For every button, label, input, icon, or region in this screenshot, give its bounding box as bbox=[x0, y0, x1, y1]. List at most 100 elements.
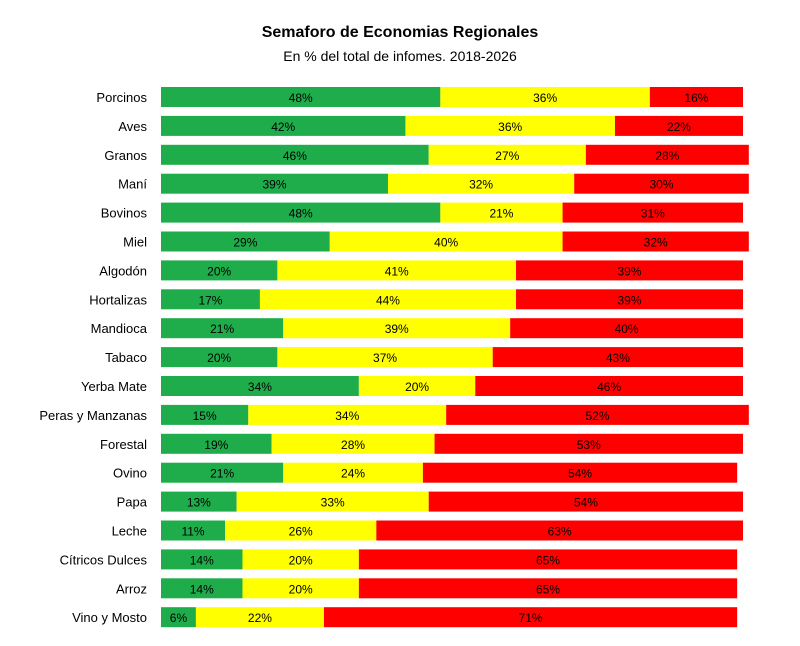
bar-segment bbox=[161, 433, 272, 454]
data-label: 19% bbox=[204, 438, 228, 452]
bar-segment bbox=[329, 231, 563, 252]
data-label: 40% bbox=[615, 322, 639, 336]
bar-segment bbox=[516, 260, 743, 281]
data-label: 28% bbox=[341, 438, 365, 452]
category-label: Vino y Mosto bbox=[72, 610, 147, 625]
data-label: 20% bbox=[207, 264, 231, 278]
bar-segment bbox=[161, 491, 237, 512]
category-label: Bovinos bbox=[101, 206, 148, 221]
data-label: 24% bbox=[341, 467, 365, 481]
data-label: 29% bbox=[233, 236, 257, 250]
data-label: 71% bbox=[519, 611, 543, 625]
bar-segment bbox=[161, 115, 406, 136]
bar-segment bbox=[283, 318, 511, 339]
data-label: 22% bbox=[667, 120, 691, 134]
bar-segment bbox=[161, 404, 249, 425]
bar-segment bbox=[440, 87, 650, 107]
bar-segment bbox=[242, 549, 359, 570]
data-label: 65% bbox=[536, 553, 560, 567]
bar-segment bbox=[161, 520, 226, 541]
data-label: 39% bbox=[262, 178, 286, 192]
category-label: Mandioca bbox=[91, 321, 148, 336]
bar-segment bbox=[161, 87, 441, 107]
category-label: Yerba Mate bbox=[81, 379, 147, 394]
data-label: 48% bbox=[289, 207, 313, 221]
data-label: 15% bbox=[193, 409, 217, 423]
data-label: 14% bbox=[190, 553, 214, 567]
data-label: 13% bbox=[187, 496, 211, 510]
data-label: 53% bbox=[577, 438, 601, 452]
bar-segment bbox=[387, 173, 575, 194]
bar-segment bbox=[376, 520, 743, 541]
data-label: 21% bbox=[210, 467, 234, 481]
bar-segment bbox=[277, 347, 493, 368]
data-label: 39% bbox=[617, 293, 641, 307]
data-label: 34% bbox=[335, 409, 359, 423]
bar-segment bbox=[161, 549, 243, 570]
category-label: Peras y Manzanas bbox=[39, 408, 147, 423]
data-label: 37% bbox=[373, 351, 397, 365]
bar-segment bbox=[248, 404, 447, 425]
bar-segment bbox=[358, 578, 738, 599]
category-label: Tabaco bbox=[105, 350, 147, 365]
category-label: Forestal bbox=[100, 437, 147, 452]
data-label: 65% bbox=[536, 582, 560, 596]
bar-segment bbox=[574, 173, 749, 194]
chart-subtitle: En % del total de infomes. 2018-2026 bbox=[283, 48, 517, 64]
data-label: 20% bbox=[405, 380, 429, 394]
bar-segment bbox=[516, 289, 743, 310]
category-label: Miel bbox=[123, 235, 147, 250]
bar-segment bbox=[161, 173, 388, 194]
category-label: Hortalizas bbox=[89, 292, 147, 307]
chart-title: Semaforo de Economias Regionales bbox=[261, 24, 539, 41]
bar-segment bbox=[161, 462, 284, 483]
bar-segment bbox=[492, 347, 743, 368]
data-label: 39% bbox=[385, 322, 409, 336]
bar-segment bbox=[358, 376, 476, 396]
data-label: 27% bbox=[495, 149, 519, 163]
data-label: 54% bbox=[568, 467, 592, 481]
bar-segment bbox=[649, 87, 743, 107]
bar-segment bbox=[161, 260, 278, 281]
data-label: 41% bbox=[385, 264, 409, 278]
data-label: 34% bbox=[248, 380, 272, 394]
bar-segment bbox=[161, 347, 278, 368]
bar-segment bbox=[161, 202, 441, 223]
data-label: 21% bbox=[210, 322, 234, 336]
bar-segment bbox=[428, 491, 743, 512]
data-label: 40% bbox=[434, 236, 458, 250]
data-label: 21% bbox=[489, 207, 513, 221]
bar-segment bbox=[161, 607, 196, 628]
category-label: Maní bbox=[118, 177, 147, 192]
bar-segment bbox=[271, 433, 435, 454]
data-label: 17% bbox=[198, 293, 222, 307]
category-label: Aves bbox=[118, 119, 147, 134]
data-label: 6% bbox=[170, 611, 188, 625]
category-label: Cítricos Dulces bbox=[60, 552, 148, 567]
data-label: 32% bbox=[644, 236, 668, 250]
category-label: Papa bbox=[117, 495, 148, 510]
data-label: 31% bbox=[641, 207, 665, 221]
bar-segment bbox=[225, 520, 377, 541]
bar-segment bbox=[195, 607, 324, 628]
data-label: 14% bbox=[190, 582, 214, 596]
data-label: 43% bbox=[606, 351, 630, 365]
data-label: 28% bbox=[655, 149, 679, 163]
bar-segment bbox=[475, 376, 743, 396]
bar-segment bbox=[161, 144, 429, 165]
bar-segment bbox=[161, 289, 260, 310]
data-label: 32% bbox=[469, 178, 493, 192]
data-label: 39% bbox=[617, 264, 641, 278]
bar-segment bbox=[562, 231, 749, 252]
data-label: 26% bbox=[289, 525, 313, 539]
data-label: 20% bbox=[207, 351, 231, 365]
data-label: 16% bbox=[684, 91, 708, 105]
bar-segment bbox=[161, 578, 243, 599]
category-label: Granos bbox=[104, 148, 147, 163]
data-label: 54% bbox=[574, 496, 598, 510]
bar-segment bbox=[236, 491, 429, 512]
data-label: 46% bbox=[283, 149, 307, 163]
data-label: 52% bbox=[585, 409, 609, 423]
bar-segment bbox=[242, 578, 359, 599]
